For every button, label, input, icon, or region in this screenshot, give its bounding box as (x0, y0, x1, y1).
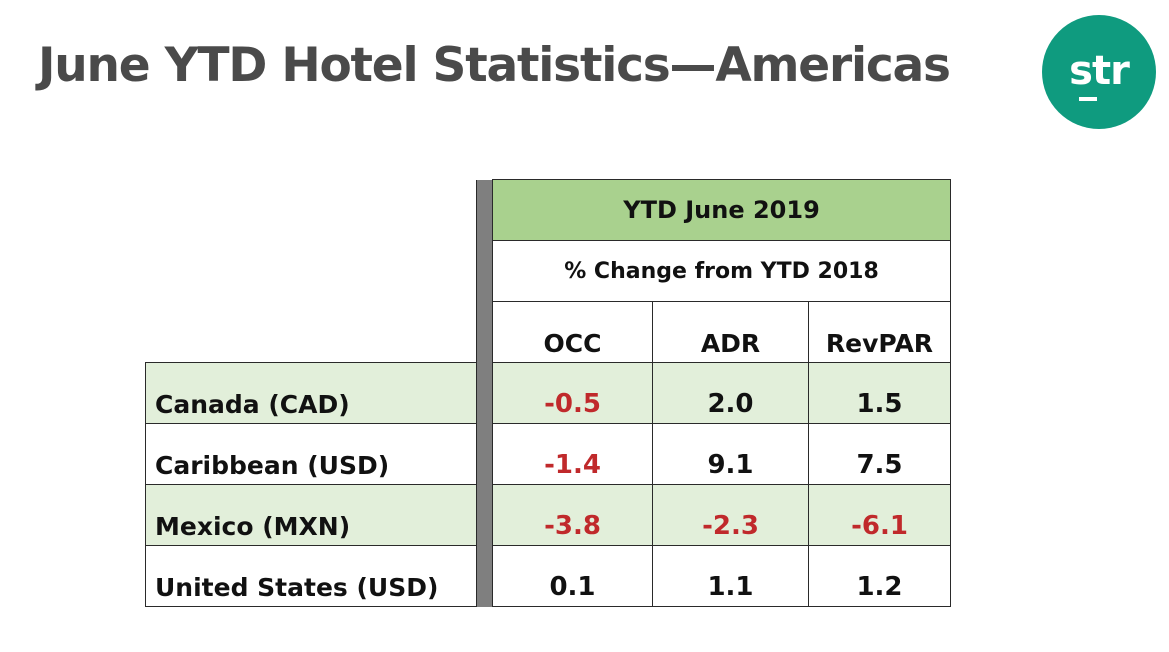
row-label: Canada (CAD) (145, 362, 477, 424)
table-row-caribbean: Caribbean (USD) -1.4 9.1 7.5 (145, 423, 951, 485)
table-row-canada: Canada (CAD) -0.5 2.0 1.5 (145, 362, 951, 424)
table-header-row-period: YTD June 2019 (146, 179, 951, 607)
column-header-revpar: RevPAR (808, 301, 951, 363)
revpar-value: -6.1 (808, 484, 951, 546)
logo-underline (1079, 97, 1097, 101)
revpar-value: 1.2 (808, 545, 951, 607)
table-row-united-states: United States (USD) 0.1 1.1 1.2 (145, 545, 951, 607)
column-header-occ: OCC (492, 301, 653, 363)
column-header-adr: ADR (652, 301, 809, 363)
adr-value: 9.1 (652, 423, 809, 485)
empty-corner-cell (146, 180, 477, 241)
slide-title: June YTD Hotel Statistics—Americas (38, 38, 951, 93)
adr-value: 2.0 (652, 362, 809, 424)
revpar-value: 1.5 (808, 362, 951, 424)
adr-value: 1.1 (652, 545, 809, 607)
change-subheader: % Change from YTD 2018 (492, 240, 951, 302)
occ-value: -3.8 (492, 484, 653, 546)
logo-text: str (1069, 48, 1130, 94)
hotel-stats-table: YTD June 2019 % Change from YTD 2018 OCC… (145, 179, 951, 607)
period-header: YTD June 2019 (492, 179, 951, 241)
occ-value: -0.5 (492, 362, 653, 424)
row-label: Caribbean (USD) (145, 423, 477, 485)
row-label: Mexico (MXN) (145, 484, 477, 546)
table-header-row-columns: OCC ADR RevPAR (146, 301, 951, 363)
empty-corner-cell (146, 302, 477, 363)
str-logo-icon: str (1042, 15, 1156, 129)
table-divider-bar (476, 179, 493, 607)
table-row-mexico: Mexico (MXN) -3.8 -2.3 -6.1 (145, 484, 951, 546)
occ-value: 0.1 (492, 545, 653, 607)
row-label: United States (USD) (145, 545, 477, 607)
adr-value: -2.3 (652, 484, 809, 546)
revpar-value: 7.5 (808, 423, 951, 485)
empty-corner-cell (146, 241, 477, 302)
table-header-row-subtitle: % Change from YTD 2018 (146, 240, 951, 302)
occ-value: -1.4 (492, 423, 653, 485)
